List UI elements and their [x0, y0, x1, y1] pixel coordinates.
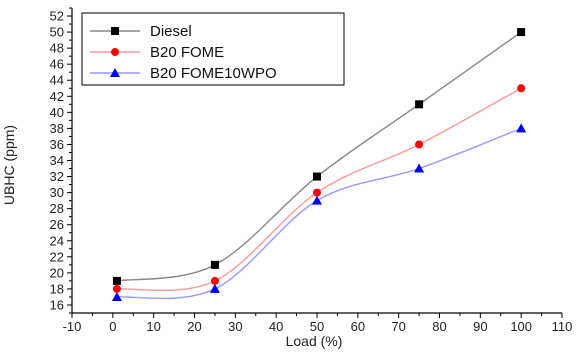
legend-marker: [111, 27, 119, 35]
x-tick-label: 0: [109, 319, 116, 334]
x-tick-label: 50: [310, 319, 324, 334]
plot-area: -10 0 10 20 30 40 50 60 70 80 90 100 110161820222426…: [50, 7, 573, 334]
data-point: [210, 260, 219, 269]
y-tick-label: 34: [50, 153, 64, 168]
y-axis-title: UBHC (ppm): [1, 125, 17, 205]
y-tick-label: 26: [50, 217, 64, 232]
x-tick-label: 60: [351, 319, 365, 334]
x-tick-label: 30: [228, 319, 242, 334]
y-tick-label: 50: [50, 25, 64, 40]
legend-item: B20 FOME: [90, 44, 224, 61]
x-tick-label: 80: [432, 319, 446, 334]
x-tick-label: 70: [391, 319, 405, 334]
y-tick-label: 52: [50, 9, 64, 24]
legend-label: B20 FOME: [150, 44, 224, 61]
x-tick-label: -10: [63, 319, 82, 334]
y-tick-label: 48: [50, 41, 64, 56]
legend-label: Diesel: [150, 23, 192, 40]
y-tick-label: 22: [50, 249, 64, 264]
data-point: [517, 84, 526, 93]
data-point: [313, 188, 321, 197]
data-point: [112, 284, 121, 293]
y-tick-label: 38: [50, 121, 64, 136]
legend: Diesel B20 FOME B20 FOME10WPO: [81, 12, 345, 86]
y-tick-label: 36: [50, 137, 64, 152]
series-2: [111, 123, 527, 301]
data-point: [112, 276, 121, 285]
legend-marker: [110, 68, 120, 77]
data-point: [210, 276, 219, 285]
y-tick-label: 18: [50, 281, 64, 296]
data-point: [516, 123, 527, 133]
x-tick-label: 40: [269, 319, 283, 334]
data-point: [312, 195, 322, 205]
data-point: [209, 283, 220, 293]
x-tick-label: 110: [552, 319, 573, 334]
y-tick-label: 30: [50, 185, 64, 200]
legend-item: B20 FOME10WPO: [90, 65, 277, 82]
x-axis-title: Load (%): [286, 333, 343, 349]
y-tick-label: 28: [50, 201, 64, 216]
y-tick-label: 16: [50, 297, 64, 312]
x-tick-label: 10: [146, 319, 160, 334]
data-point: [415, 100, 424, 109]
x-tick-label: 100: [510, 319, 532, 334]
data-point: [111, 291, 122, 301]
y-tick-label: 42: [50, 89, 64, 104]
legend-marker: [111, 48, 119, 56]
y-tick-label: 20: [50, 265, 64, 280]
series-line: [116, 127, 522, 300]
y-tick-label: 24: [50, 233, 64, 248]
data-point: [313, 172, 321, 181]
y-tick-label: 32: [50, 169, 64, 184]
y-tick-label: 44: [50, 73, 64, 88]
data-point: [517, 28, 526, 37]
x-tick-label: 90: [473, 319, 487, 334]
legend-item: Diesel: [90, 23, 192, 40]
data-point: [414, 163, 425, 173]
y-tick-label: 46: [50, 57, 64, 72]
y-tick-label: 40: [50, 105, 64, 120]
data-point: [415, 140, 424, 149]
x-tick-label: 20: [187, 319, 201, 334]
legend-label: B20 FOME10WPO: [150, 65, 277, 82]
series-0: [112, 28, 526, 285]
series-1: [112, 84, 526, 293]
